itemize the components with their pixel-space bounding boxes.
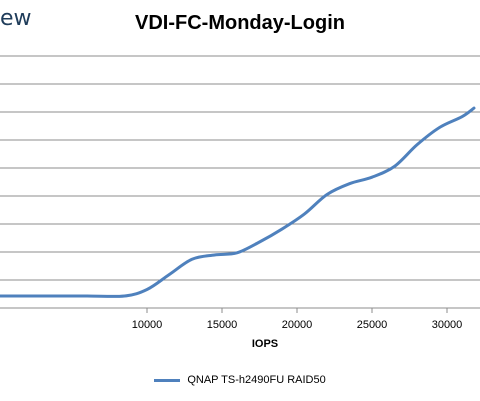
legend: QNAP TS-h2490FU RAID50 [0, 374, 480, 386]
x-tick-label: 30000 [432, 319, 463, 331]
x-tick-label: 15000 [207, 319, 238, 331]
x-axis-label: IOPS [251, 338, 279, 350]
x-tick-label: 25000 [357, 319, 388, 331]
legend-swatch [154, 378, 181, 382]
legend-label: QNAP TS-h2490FU RAID50 [187, 374, 326, 386]
series-line [0, 106, 476, 298]
brand-logo-text: ew [0, 6, 32, 31]
chart-title: VDI-FC-Monday-Login [135, 12, 345, 34]
x-tick-label: 10000 [132, 319, 163, 331]
x-tick-label: 20000 [282, 319, 313, 331]
